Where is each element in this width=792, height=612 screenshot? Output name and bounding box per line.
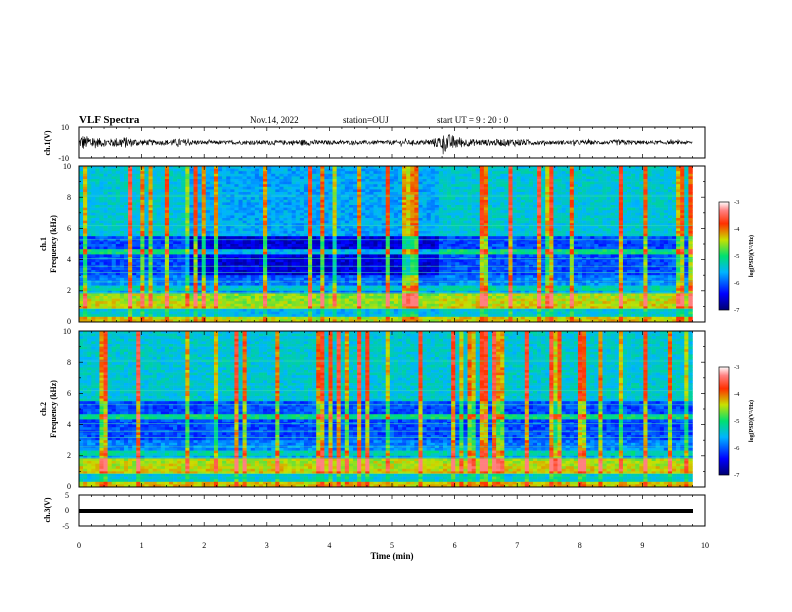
ch2-freq-tick-0: 0	[67, 482, 71, 491]
ch1-freq-tick-0: 0	[67, 317, 71, 326]
ch2-cb-tick-m5: -5	[734, 418, 739, 425]
time-axis-label: Time (min)	[370, 551, 413, 561]
ch1-spectrogram-ylabel-channel: ch.1	[39, 237, 48, 251]
ch1-waveform-ticks	[78, 127, 706, 158]
ch2-spectrogram-ylabel-frequency: Frequency (kHz)	[49, 380, 58, 438]
ch1-spectrogram-panel: 0 2 4 6 8 10 ch.1 Frequency (kHz)	[39, 162, 706, 326]
ch2-colorbar-gradient	[718, 366, 730, 476]
ch2-colorbar: -3 -4 -5 -6 -7 log(PSD)(V²/Hz)	[718, 364, 755, 479]
ch1-freq-tick-6: 6	[67, 224, 71, 233]
ch1-cb-tick-m6: -6	[734, 280, 740, 287]
ch2-cb-tick-m6: -6	[734, 445, 740, 452]
time-tick-5: 5	[390, 541, 394, 550]
ch3-waveform-ticks	[78, 495, 706, 526]
ch1-ytick-top: 10	[61, 123, 69, 132]
ch2-spectrogram-panel: 0 2 4 6 8 10 ch.2 Frequency (kHz)	[39, 327, 706, 491]
ch1-waveform-line	[79, 134, 693, 155]
time-tick-4: 4	[327, 541, 331, 550]
time-tick-1: 1	[140, 541, 144, 550]
ch3-ytick-0: 0	[65, 506, 69, 515]
ch1-freq-tick-10: 10	[63, 162, 71, 171]
time-tick-10: 10	[701, 541, 709, 550]
ch2-colorbar-label: log(PSD)(V²/Hz)	[748, 400, 755, 442]
ch2-cb-tick-m7: -7	[734, 472, 740, 479]
time-tick-6: 6	[453, 541, 457, 550]
ch3-ylabel: ch.3(V)	[43, 497, 52, 522]
ch1-cb-tick-m4: -4	[734, 226, 740, 233]
date-label: Nov.14, 2022	[250, 115, 299, 125]
time-tick-2: 2	[202, 541, 206, 550]
time-tick-0: 0	[77, 541, 81, 550]
ch2-spectrogram-ticks	[78, 330, 706, 488]
time-tick-8: 8	[578, 541, 582, 550]
ch1-cb-tick-m5: -5	[734, 253, 739, 260]
ch2-freq-tick-4: 4	[67, 420, 71, 429]
ch2-freq-tick-8: 8	[67, 358, 71, 367]
ch1-cb-tick-m3: -3	[734, 199, 739, 206]
figure-title: VLF Spectra	[79, 114, 140, 126]
start-time-label: start UT = 9 : 20 : 0	[437, 115, 509, 125]
ch2-freq-tick-6: 6	[67, 389, 71, 398]
ch1-ylabel: ch.1(V)	[43, 130, 52, 155]
ch1-spectrogram-ticks	[78, 165, 706, 323]
ch2-cb-tick-m3: -3	[734, 364, 739, 371]
ch1-cb-tick-m7: -7	[734, 307, 740, 314]
ch3-waveform-panel: 5 0 -5 ch.3(V)	[43, 491, 706, 531]
ch3-ytick-m5: -5	[62, 522, 69, 531]
time-axis: 0 1 2 3 4 5 6 7 8 9 10 Time (min)	[77, 541, 709, 561]
ch1-waveform-panel: 10 -10 ch.1(V)	[43, 123, 706, 163]
ch3-ytick-5: 5	[65, 491, 69, 500]
time-tick-7: 7	[515, 541, 519, 550]
ch2-cb-tick-m4: -4	[734, 391, 740, 398]
station-label: station=OUJ	[343, 115, 389, 125]
ch3-waveform-line	[79, 509, 693, 513]
ch1-waveform-trace	[79, 134, 693, 155]
ch2-spectrogram-ylabel-channel: ch.2	[39, 402, 48, 416]
ch1-freq-tick-8: 8	[67, 193, 71, 202]
ch2-freq-tick-10: 10	[63, 327, 71, 336]
ch2-freq-tick-2: 2	[67, 451, 71, 460]
ch1-spectrogram-heatmap	[79, 166, 705, 323]
time-tick-9: 9	[640, 541, 644, 550]
ch1-freq-tick-4: 4	[67, 255, 71, 264]
ch1-ytick-bottom: -10	[58, 154, 69, 163]
time-tick-3: 3	[265, 541, 269, 550]
ch2-spectrogram-heatmap	[79, 331, 705, 488]
ch1-colorbar-label: log(PSD)(V²/Hz)	[748, 235, 755, 277]
ch1-spectrogram-ylabel-frequency: Frequency (kHz)	[49, 215, 58, 273]
ch1-colorbar-gradient	[718, 201, 730, 311]
ch1-freq-tick-2: 2	[67, 286, 71, 295]
ch1-colorbar: -3 -4 -5 -6 -7 log(PSD)(V²/Hz)	[718, 199, 755, 314]
